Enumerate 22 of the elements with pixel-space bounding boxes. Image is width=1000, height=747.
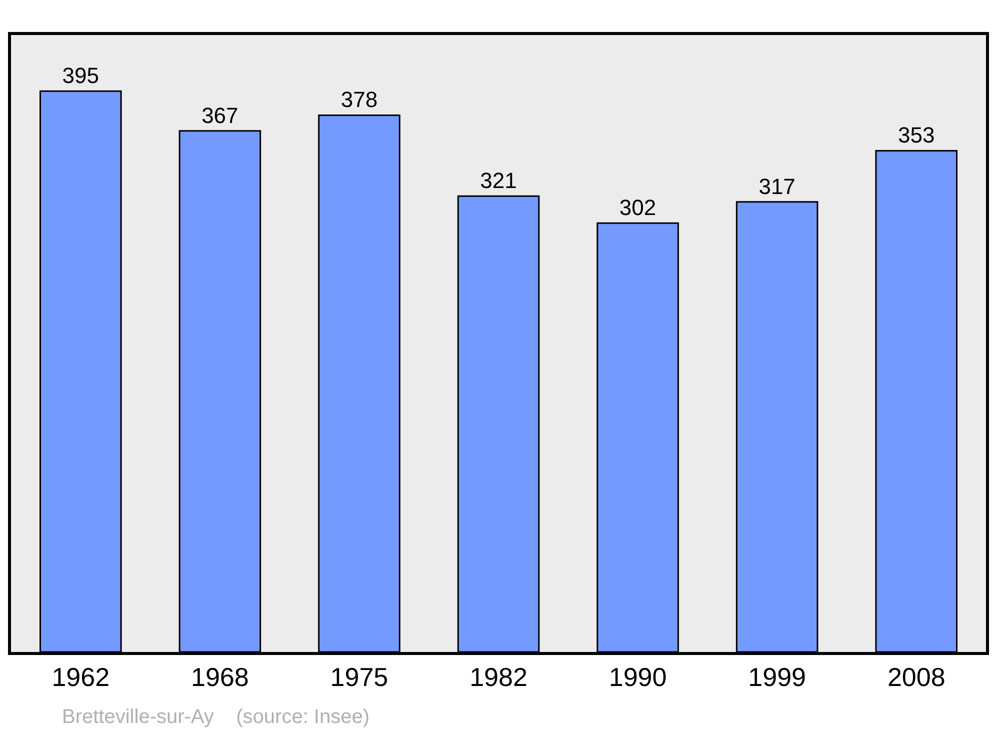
x-tick-label: 1962 [52, 662, 110, 692]
bar [596, 222, 679, 652]
bar [40, 90, 122, 652]
bar [875, 150, 958, 652]
data-label: 317 [758, 174, 796, 199]
data-label: 395 [62, 63, 100, 88]
bar [318, 114, 400, 652]
x-tick-label: 2008 [887, 662, 946, 692]
x-tick-label: 1982 [470, 662, 528, 692]
data-label: 367 [202, 102, 238, 128]
x-tick-label: 1999 [748, 662, 806, 692]
x-tick-label: 1990 [608, 662, 667, 692]
text: Bretteville-sur-Ay (source: Insee) [62, 706, 370, 728]
data-label: 321 [480, 168, 517, 194]
bar [178, 130, 262, 652]
x-tick-label: 1975 [330, 662, 388, 692]
data-label: 353 [898, 122, 935, 148]
bar [457, 195, 540, 652]
bar [736, 201, 818, 652]
data-label: 302 [619, 195, 656, 220]
data-label: 378 [340, 87, 378, 112]
x-tick-label: 1968 [191, 662, 249, 692]
